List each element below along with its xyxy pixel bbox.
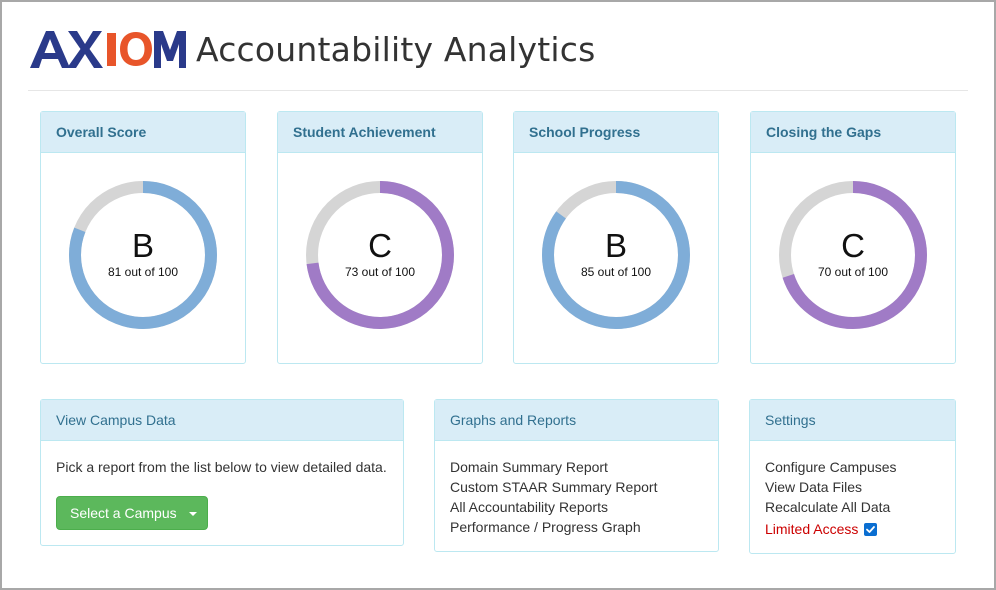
donut-ring (69, 181, 217, 329)
score-donut: C 73 out of 100 (306, 181, 454, 329)
score-card-title: School Progress (514, 112, 718, 153)
link-performance-progress-graph[interactable]: Performance / Progress Graph (450, 519, 641, 535)
link-configure-campuses[interactable]: Configure Campuses (765, 459, 897, 475)
campus-panel-title: View Campus Data (41, 400, 403, 441)
score-card-school-progress: School Progress B 85 out of 100 (513, 111, 719, 364)
donut-ring (779, 181, 927, 329)
score-card-closing-the-gaps: Closing the Gaps C 70 out of 100 (750, 111, 956, 364)
link-all-accountability-reports[interactable]: All Accountability Reports (450, 499, 608, 515)
checkmark-icon (866, 525, 876, 533)
grade-letter: B (604, 227, 627, 264)
donut-score-arc (779, 181, 927, 329)
score-card-title: Closing the Gaps (751, 112, 955, 153)
score-donut: C 70 out of 100 (779, 181, 927, 329)
grade-letter: B (131, 227, 154, 264)
reports-panel-title: Graphs and Reports (435, 400, 718, 441)
donut-score-arc (542, 181, 690, 329)
link-view-data-files[interactable]: View Data Files (765, 479, 863, 495)
score-card-title: Student Achievement (278, 112, 482, 153)
score-card-student-achievement: Student Achievement C 73 out of 100 (277, 111, 483, 364)
link-recalculate-all-data[interactable]: Recalculate All Data (765, 499, 891, 515)
app-title: Accountability Analytics (196, 29, 596, 69)
donut-ring (306, 181, 454, 329)
limited-access-label: Limited Access (765, 521, 859, 537)
limited-access-row: Limited Access (765, 519, 940, 539)
grade-letter: C (841, 227, 865, 264)
caret-down-icon (188, 512, 197, 516)
select-campus-button[interactable]: Select a Campus (56, 496, 208, 530)
axiom-logo[interactable] (28, 26, 186, 70)
campus-data-panel: View Campus Data Pick a report from the … (40, 399, 404, 546)
score-card-overall: Overall Score B 81 out of 100 (40, 111, 246, 364)
score-text: 85 out of 100 (580, 265, 652, 279)
score-text: 81 out of 100 (107, 265, 179, 279)
score-donut: B 85 out of 100 (542, 181, 690, 329)
select-campus-label: Select a Campus (70, 505, 177, 521)
score-card-title: Overall Score (41, 112, 245, 153)
settings-panel-title: Settings (750, 400, 955, 441)
settings-panel: Settings Configure Campuses View Data Fi… (749, 399, 956, 554)
grade-letter: C (368, 227, 392, 264)
limited-access-checkbox[interactable] (864, 522, 878, 536)
donut-score-arc (69, 181, 217, 329)
donut-score-arc (306, 181, 454, 329)
score-donut: B 81 out of 100 (69, 181, 217, 329)
donut-ring (542, 181, 690, 329)
score-text: 70 out of 100 (817, 265, 889, 279)
settings-link-list: Configure Campuses View Data Files Recal… (750, 441, 955, 539)
score-text: 73 out of 100 (344, 265, 416, 279)
reports-panel: Graphs and Reports Domain Summary Report… (434, 399, 719, 552)
reports-link-list: Domain Summary Report Custom STAAR Summa… (435, 441, 718, 537)
link-custom-staar-summary-report[interactable]: Custom STAAR Summary Report (450, 479, 658, 495)
link-domain-summary-report[interactable]: Domain Summary Report (450, 459, 608, 475)
campus-panel-description: Pick a report from the list below to vie… (56, 459, 387, 475)
header-divider (28, 90, 968, 91)
page-header: Accountability Analytics (28, 24, 596, 72)
